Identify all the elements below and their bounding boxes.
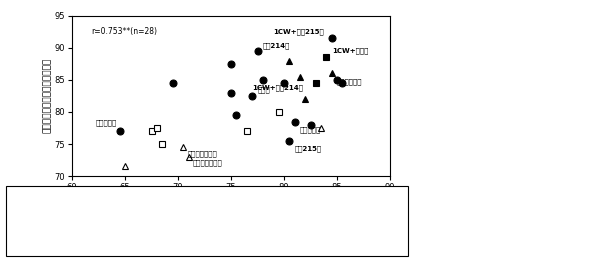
Text: 5+10サブユニットを持つ品種・系統: 5+10サブユニットを持つ品種・系統 [30,233,116,241]
Text: ナンブコムギ＊: ナンブコムギ＊ [193,160,223,167]
X-axis label: １９９８年産のパン総合評価点: １９９８年産のパン総合評価点 [193,196,269,205]
Text: 東北215号: 東北215号 [295,146,322,152]
Text: ハライブキ: ハライブキ [300,126,321,133]
Text: 1CW+東北215号: 1CW+東北215号 [274,28,324,35]
Text: 両方の品種とも5+10サブユニットを持つ組合せ: 両方の品種とも5+10サブユニットを持つ組合せ [30,216,139,225]
Text: コユキコムギ＊: コユキコムギ＊ [188,150,217,157]
Text: 東北214号: 東北214号 [263,42,290,49]
Text: 1CW+東北214号: 1CW+東北214号 [252,85,303,91]
Text: 片方の品種に5+10サブユニットを持つ組合せ: 片方の品種に5+10サブユニットを持つ組合せ [30,199,134,208]
Text: 5+10サブユニットを持たない品種: 5+10サブユニットを持たない品種 [231,216,312,225]
Y-axis label: １９９９年産のパン総合評価点: １９９９年産のパン総合評価点 [43,58,52,133]
Text: r=0.753**(n=28): r=0.753**(n=28) [91,27,157,36]
Text: 1CW+コユキ: 1CW+コユキ [332,47,368,54]
Text: 両方の品種とも5+10サブユニットを持たない組合せ: 両方の品種とも5+10サブユニットを持たない組合せ [231,199,349,208]
Text: ハライブキ＊: ハライブキ＊ [337,78,362,85]
Text: ハルユタカ: ハルユタカ [95,119,116,126]
Text: １ＣＷ: １ＣＷ [257,86,270,93]
